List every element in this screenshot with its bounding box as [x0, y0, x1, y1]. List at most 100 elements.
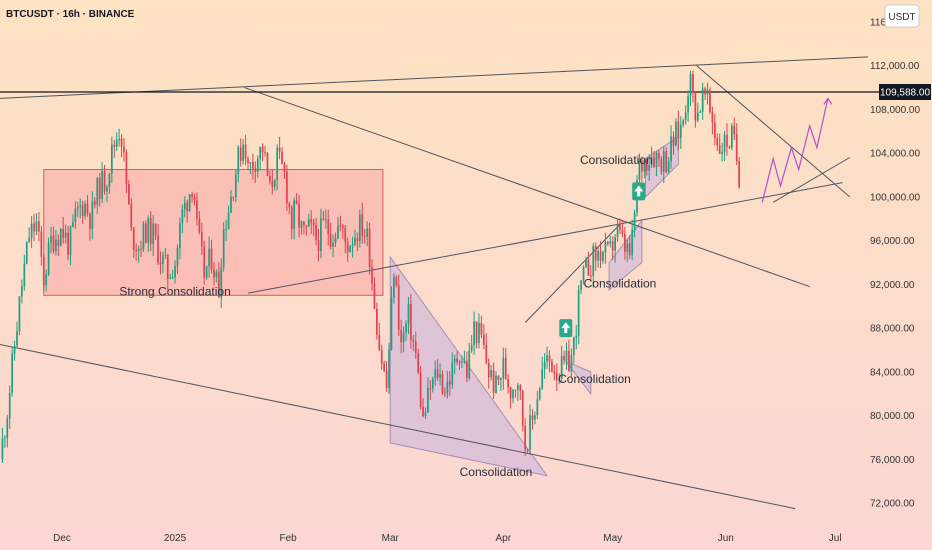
candle	[577, 284, 580, 345]
y-tick-label: 96,000.00	[870, 236, 915, 247]
candle-body	[11, 353, 14, 393]
candle-body	[628, 243, 631, 256]
candle	[147, 215, 150, 252]
candle	[11, 347, 14, 397]
candle-body	[200, 231, 203, 246]
candle-body	[424, 412, 427, 417]
candle	[310, 210, 313, 234]
candle-body	[140, 248, 142, 250]
candle-body	[281, 151, 283, 164]
x-tick-label: Mar	[382, 533, 400, 544]
candle	[405, 320, 407, 341]
candle-body	[232, 196, 235, 198]
candle-body	[62, 228, 65, 238]
candle	[679, 116, 682, 149]
candle	[726, 123, 728, 156]
candle	[626, 238, 629, 263]
candle	[497, 375, 500, 386]
candle-body	[89, 213, 91, 230]
candle-body	[696, 112, 699, 121]
candle	[354, 229, 356, 247]
y-tick-label: 92,000.00	[870, 280, 915, 291]
candle-body	[222, 229, 225, 268]
candle	[140, 240, 142, 258]
candle-body	[215, 271, 218, 278]
candle	[339, 215, 342, 232]
candle-body	[45, 274, 48, 286]
candle	[106, 184, 108, 203]
candle-body	[298, 203, 300, 228]
candle	[738, 157, 740, 189]
candle	[660, 156, 663, 175]
candle	[397, 274, 400, 337]
chart-title: BTCUSDT · 16h · BINANCE	[6, 9, 135, 20]
candle-body	[606, 241, 609, 244]
current-price-label: 109,588.00	[880, 88, 930, 99]
candle-body	[186, 202, 189, 211]
candle	[448, 371, 451, 397]
candle-body	[23, 263, 26, 287]
candle	[366, 221, 368, 247]
candle	[495, 371, 497, 394]
candle-body	[388, 349, 390, 389]
candle-body	[706, 89, 709, 95]
candle	[716, 133, 719, 151]
candle-body	[125, 151, 128, 185]
candle-body	[709, 89, 711, 112]
candle-body	[548, 355, 551, 362]
candle	[320, 208, 322, 259]
candle	[509, 386, 512, 409]
candle-body	[711, 111, 714, 123]
candle	[242, 138, 244, 165]
candle-body	[597, 250, 599, 261]
candle	[30, 215, 33, 249]
candle	[286, 164, 288, 211]
candle	[169, 273, 172, 280]
candle	[79, 198, 82, 219]
candle	[220, 258, 223, 308]
candle	[249, 161, 252, 175]
currency-button[interactable]: USDT	[884, 4, 920, 28]
x-tick-label: Jun	[718, 533, 734, 544]
candle-body	[577, 289, 580, 336]
candle	[531, 409, 534, 430]
candle	[76, 201, 79, 218]
candle	[341, 223, 344, 239]
candle	[653, 151, 655, 169]
candle	[361, 202, 364, 244]
candle-body	[492, 370, 495, 393]
candle-body	[142, 223, 145, 250]
candle-body	[509, 387, 512, 399]
candle-body	[361, 214, 364, 236]
candle-body	[373, 283, 376, 309]
candle	[563, 350, 565, 365]
candle	[383, 360, 386, 373]
candle	[475, 321, 478, 349]
candle	[604, 232, 607, 264]
candle-body	[8, 392, 11, 419]
candle	[358, 209, 361, 248]
candle-body	[50, 235, 52, 243]
candle-body	[79, 205, 82, 208]
candle-body	[115, 140, 118, 147]
candle	[6, 414, 9, 448]
candle-body	[543, 361, 546, 369]
candle	[723, 131, 726, 161]
candle	[431, 376, 434, 393]
candle-body	[198, 218, 201, 232]
candle	[699, 109, 702, 113]
candle-body	[210, 248, 213, 270]
candle-body	[332, 242, 334, 247]
candle	[305, 224, 308, 236]
candle	[735, 123, 738, 166]
candle	[385, 361, 388, 392]
candle-body	[363, 235, 366, 237]
candle-body	[565, 350, 568, 361]
candle	[662, 145, 665, 183]
candle	[232, 196, 235, 202]
candle-body	[645, 159, 648, 171]
candle-body	[108, 173, 111, 187]
candle-body	[427, 388, 429, 413]
candle	[164, 248, 167, 260]
